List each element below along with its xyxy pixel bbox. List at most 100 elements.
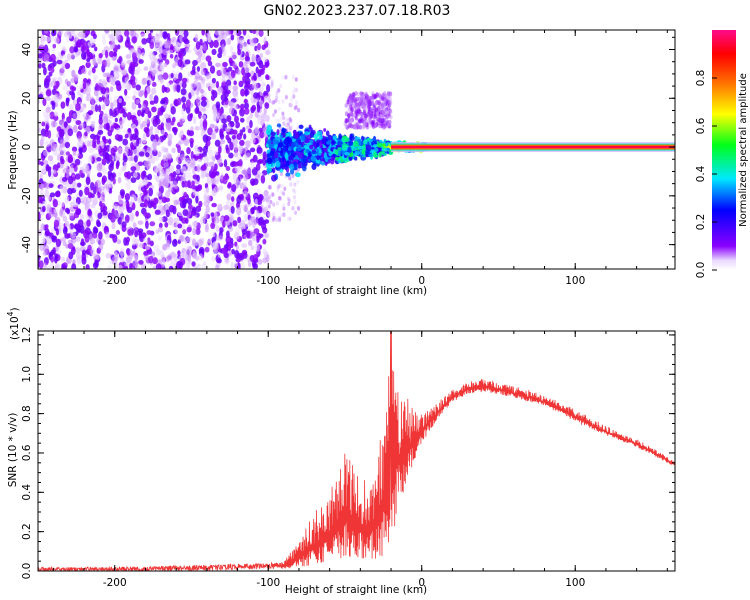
spectrogram-cell [200,69,206,76]
spectrogram-cell [202,134,209,143]
spectrogram-cell [38,119,42,128]
spectrogram-cell [56,59,63,65]
spectrogram-cell [58,222,65,231]
spectrogram-cell [230,34,235,41]
spectrogram-cell [297,145,302,152]
spectrogram-cell [239,38,245,45]
spectrogram-cell [79,213,85,220]
spectrogram-cell [117,146,123,156]
spectrogram-cell [309,144,314,150]
spectrogram-cell [105,122,110,131]
spectrogram-cell [178,234,184,242]
spectrogram-cell [61,54,67,60]
spectrogram-cell [374,100,378,106]
spectrogram-cell [200,164,207,171]
spectrogram-cell [382,143,386,147]
spectrogram-cell [234,165,240,173]
colorbar-tick-label: 0.0 [695,262,707,279]
spectrogram-cell [341,142,347,150]
spectrogram-cell [242,30,247,36]
spectrogram-cell [44,182,50,189]
spectrogram-cell [122,138,129,146]
spectrogram-cell [68,175,74,185]
spectrogram-cell [135,210,139,217]
spectrogram-cells [38,30,675,269]
spectrogram-cell [52,76,59,82]
spectrogram-cell [353,125,357,130]
spectrogram-cell [243,42,249,52]
spectrogram-cell [236,180,241,187]
spectrogram-cell [115,127,121,135]
spectrogram-cell [239,108,245,117]
spectrogram-cell [122,201,127,210]
spectrogram-cell [60,201,65,207]
spectrogram-cell [309,130,315,138]
spectrogram-cell [52,95,57,101]
spectrogram-cell [45,36,51,43]
spectrogram-cell [86,219,91,227]
spectrogram-cell [187,203,193,211]
spectrogram-cell [225,235,232,244]
spectrogram-cell [160,254,166,263]
spectrogram-cell [160,145,166,154]
spectrogram-cell [207,127,213,136]
spectrogram-cell [349,99,353,105]
spectrogram-cell [269,199,273,205]
spectrogram-cell [360,118,364,124]
spectrogram-cell [78,146,83,155]
spectrogram-cell [163,162,169,168]
spectrogram-cell [191,184,196,190]
spectrogram-cell [108,138,112,145]
spectrogram-cell [211,89,215,96]
spectrogram-cell [237,216,242,224]
spectrogram-cell [104,49,109,59]
spectrogram-cell [71,263,77,269]
spectrogram-cell [237,48,242,56]
spectrogram-cell [41,135,45,142]
spectrogram-cell [363,98,367,104]
y-tick-label: -40 [21,236,33,253]
spectrogram-cell [153,244,160,252]
spectrogram-cell [91,120,96,129]
spectrogram-cell [215,171,220,176]
spectrogram-cell [257,43,261,51]
spectrogram-cell [129,114,136,120]
spectrogram-cell [252,263,258,269]
spectrogram-cell [157,235,163,241]
spectrogram-cell [219,139,226,145]
spectrogram-cell [296,180,300,185]
spectrogram-cell [367,104,371,109]
spectrogram-cell [170,72,174,79]
spectrogram-cell [168,134,173,141]
spectrogram-cell [189,112,194,119]
spectrogram-cell [173,73,178,81]
spectrogram-cell [45,96,51,102]
spectrogram-cell [102,189,107,195]
spectrogram-cell [90,203,96,209]
spectrogram-cell [75,102,81,112]
spectrogram-cell [200,61,206,71]
spectrogram-cell [69,90,75,96]
spectrogram-cell [214,179,220,184]
spectrogram-cell [124,171,129,178]
spectrogram-cell [190,150,194,160]
spectrogram-cell [84,131,88,137]
spectrogram-cell [50,120,56,128]
spectrogram-cell [59,185,65,194]
spectrogram-cell [196,239,203,248]
spectrogram-cell [124,193,131,201]
spectrogram-cell [156,70,162,79]
spectrogram-cell [130,177,137,183]
spectrogram-cell [149,41,155,50]
spectrogram-cell [275,161,281,168]
spectrogram-cell [162,154,167,162]
spectrogram-cell [69,85,75,91]
x-tick-label: -200 [103,577,127,589]
spectrogram-cell [175,169,181,174]
spectrogram-cell [284,95,288,100]
spectrogram-cell [233,144,239,151]
spectrogram-cell [65,243,69,249]
spectrogram-cell [194,71,200,80]
spectrogram-cell [181,96,187,103]
spectrogram-cell [131,101,137,110]
